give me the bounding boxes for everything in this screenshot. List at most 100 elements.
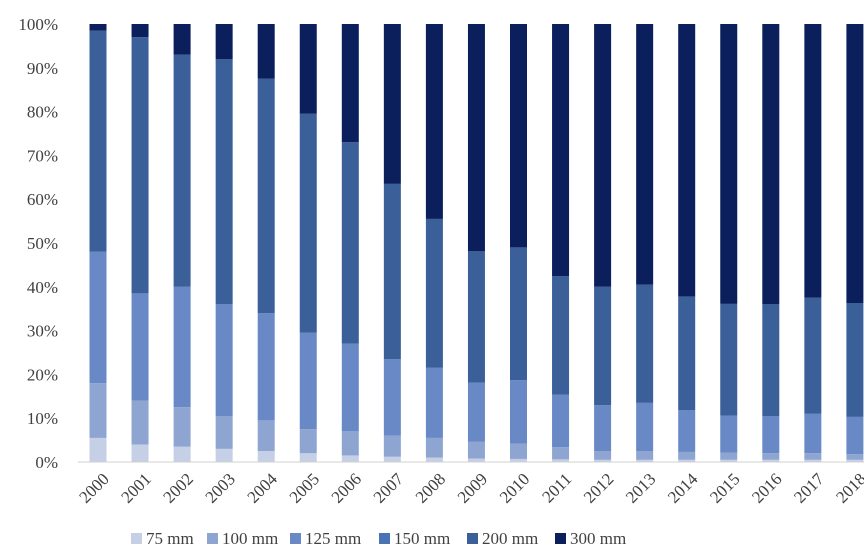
bar-segment-2012-125mm [594, 405, 612, 452]
bar-segment-2009-100mm [467, 441, 485, 459]
x-tick-label: 2011 [538, 469, 575, 506]
x-tick-label: 2000 [75, 469, 112, 506]
bar-segment-2006-200mm [341, 142, 359, 344]
bar-segment-2015-100mm [720, 452, 738, 460]
x-axis-tick-labels: 2000 2001 2002 2003 2004 2005 2006 2007 2008 2009… [75, 469, 864, 507]
bar-segment-2015-300mm [720, 24, 738, 304]
bar-segment-2005-300mm [299, 24, 317, 114]
bar-segment-2018-125mm [846, 416, 864, 455]
bar-segment-2011-125mm [552, 394, 570, 448]
legend-label: 125 mm [305, 529, 361, 548]
bar-segment-2018-300mm [846, 24, 864, 304]
bar-segment-2002-100mm [173, 407, 191, 447]
bar-segment-2004-300mm [257, 24, 275, 79]
legend-item-300mm: 300 mm [555, 529, 626, 548]
x-tick-label: 2009 [454, 469, 491, 506]
bar-segment-2010-100mm [510, 443, 527, 459]
bar-segment-2006-300mm [341, 24, 359, 143]
x-tick-label: 2005 [286, 469, 323, 506]
bar-segment-2011-100mm [552, 447, 570, 460]
bar-segment-2015-75mm [720, 459, 738, 462]
bar-segment-2013-200mm [636, 284, 654, 403]
y-tick-label: 90% [27, 59, 58, 78]
bar-segment-2018-100mm [846, 454, 864, 460]
x-tick-label: 2003 [202, 469, 239, 506]
bar-segment-2004-125mm [257, 313, 275, 421]
x-tick-label: 2015 [706, 469, 743, 506]
bar-segment-2001-75mm [131, 444, 149, 462]
legend-swatch [555, 533, 566, 544]
bar-segment-2005-100mm [299, 429, 317, 454]
bar-segment-2008-300mm [425, 24, 443, 219]
bar-segment-2016-100mm [762, 453, 780, 460]
bar-segment-2014-125mm [678, 410, 696, 452]
bar-segment-2000-125mm [89, 251, 107, 384]
bar-segment-2017-200mm [804, 297, 822, 414]
bar-segment-2000-75mm [89, 437, 107, 462]
y-tick-label: 0% [35, 453, 58, 472]
bar-segment-2012-75mm [594, 459, 612, 462]
bar-segment-2006-125mm [341, 343, 359, 432]
x-tick-label: 2016 [748, 469, 785, 506]
bar-segment-2007-125mm [383, 359, 401, 436]
bar-segment-2002-200mm [173, 54, 191, 287]
bar-segment-2000-200mm [89, 30, 107, 252]
y-tick-label: 100% [18, 15, 58, 34]
bar-segment-2012-200mm [594, 286, 612, 406]
bar-segment-2010-75mm [510, 458, 527, 462]
legend: 75 mm 100 mm 125 mm 150 mm 200 mm 300 mm [131, 529, 626, 548]
bar-segment-2016-200mm [762, 304, 780, 417]
legend-swatch [290, 533, 301, 544]
bar-segment-2000-300mm [89, 24, 107, 31]
bar-segment-2008-100mm [425, 437, 443, 458]
bar-segment-2011-200mm [552, 276, 570, 395]
bar-segment-2016-75mm [762, 459, 780, 462]
bar-segment-2017-300mm [804, 24, 822, 298]
bar-segment-2003-100mm [215, 416, 233, 449]
bar-segment-2011-75mm [552, 459, 570, 462]
y-axis-tick-labels: 0% 10% 20% 30% 40% 50% 60% 70% 80% 90% 100% [18, 15, 58, 472]
x-tick-label: 2017 [790, 469, 828, 507]
x-tick-label: 2002 [159, 469, 196, 506]
x-tick-label: 2004 [244, 469, 282, 507]
y-tick-label: 10% [27, 409, 58, 428]
bar-segment-2013-300mm [636, 24, 654, 285]
bar-segment-2009-200mm [467, 251, 485, 383]
x-tick-label: 2006 [328, 469, 365, 506]
bar-segment-2003-200mm [215, 59, 233, 305]
bar-segment-2013-75mm [636, 459, 654, 462]
y-tick-label: 80% [27, 103, 58, 122]
bar-segment-2004-100mm [257, 420, 275, 452]
bar-segment-2001-300mm [131, 24, 149, 38]
bar-segment-2013-125mm [636, 402, 654, 452]
y-tick-label: 40% [27, 278, 58, 297]
bar-segment-2003-300mm [215, 24, 233, 60]
bar-segment-2007-100mm [383, 435, 401, 457]
legend-label: 100 mm [222, 529, 278, 548]
bar-segment-2014-100mm [678, 451, 696, 460]
bar-segment-2008-125mm [425, 367, 443, 438]
bar-segment-2010-125mm [510, 380, 527, 444]
legend-label: 75 mm [146, 529, 194, 548]
bar-segment-2009-300mm [467, 24, 485, 252]
bar-segment-2016-300mm [762, 24, 780, 305]
y-tick-label: 20% [27, 365, 58, 384]
bar-segment-2008-200mm [425, 218, 443, 368]
y-tick-label: 50% [27, 234, 58, 253]
legend-item-125mm: 125 mm [290, 529, 361, 548]
bar-segment-2007-200mm [383, 183, 401, 360]
bar-segment-2004-200mm [257, 78, 275, 314]
bar-segment-2009-75mm [467, 458, 485, 462]
y-tick-label: 70% [27, 146, 58, 165]
legend-item-200mm: 200 mm [467, 529, 538, 548]
x-tick-label: 2018 [832, 469, 864, 506]
bar-segment-2000-100mm [89, 383, 107, 438]
bar-segment-2003-125mm [215, 304, 233, 417]
y-tick-label: 30% [27, 322, 58, 341]
legend-swatch [467, 533, 478, 544]
bar-segment-2002-300mm [173, 24, 191, 55]
y-tick-label: 60% [27, 190, 58, 209]
bar-segment-2007-300mm [383, 24, 401, 184]
legend-label: 300 mm [570, 529, 626, 548]
